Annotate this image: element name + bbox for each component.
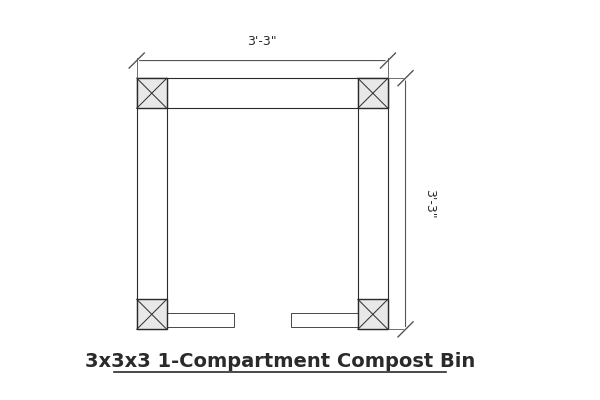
Bar xyxy=(137,78,167,108)
Bar xyxy=(358,299,388,329)
Bar xyxy=(291,313,358,327)
Bar xyxy=(137,299,167,329)
Text: 3x3x3 1-Compartment Compost Bin: 3x3x3 1-Compartment Compost Bin xyxy=(85,352,475,371)
Bar xyxy=(137,78,388,108)
Bar xyxy=(167,313,233,327)
Bar xyxy=(358,78,388,329)
Bar xyxy=(137,78,167,329)
Text: 3'-3": 3'-3" xyxy=(248,35,277,48)
Bar xyxy=(358,78,388,108)
Text: 3'-3": 3'-3" xyxy=(423,189,436,218)
